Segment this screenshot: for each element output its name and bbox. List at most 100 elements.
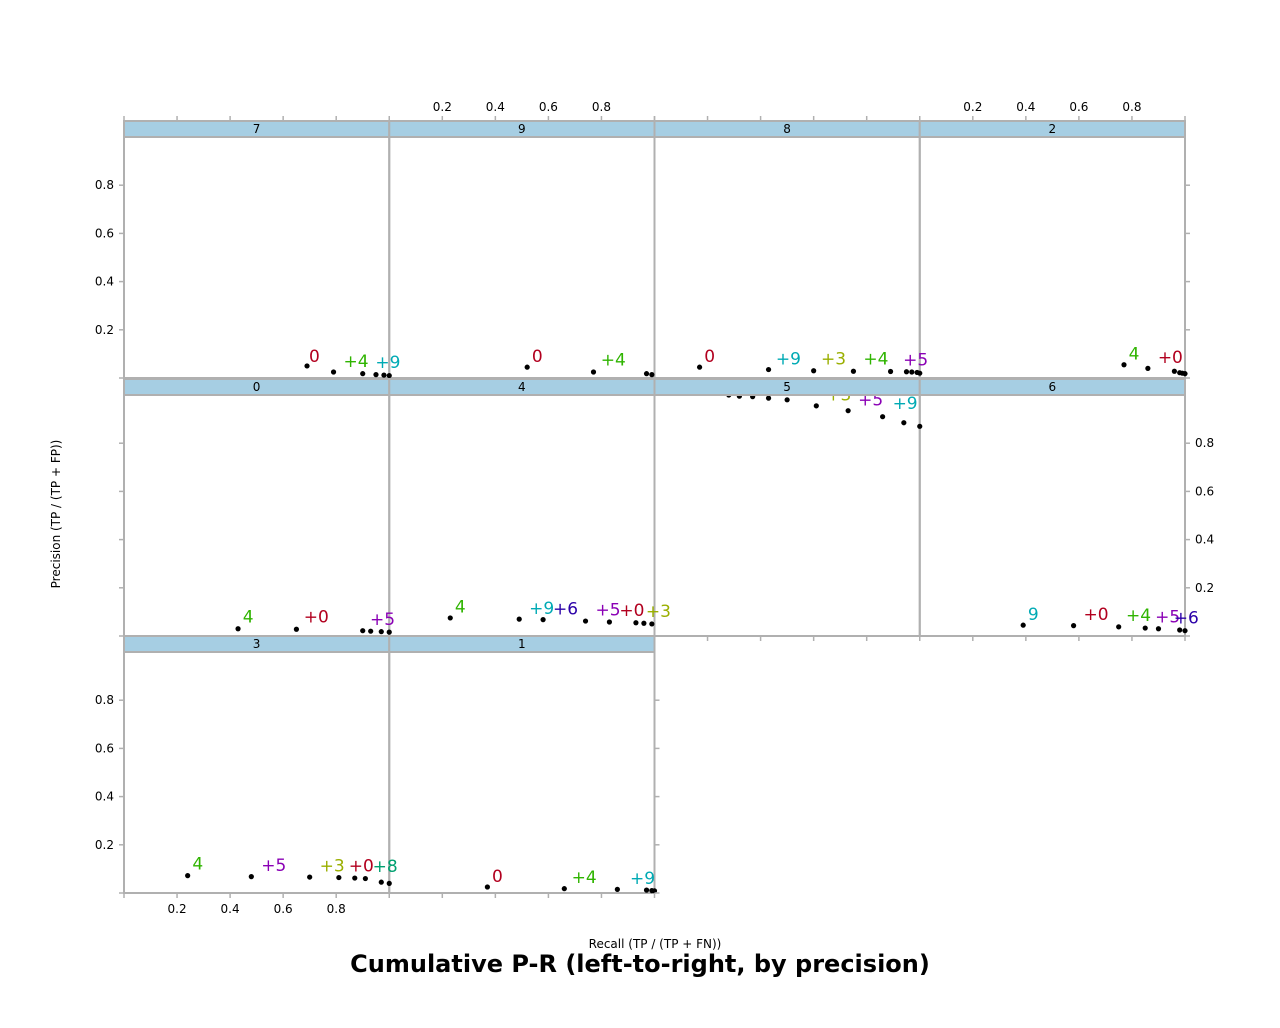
data-point — [696, 364, 703, 370]
x-tick-label: 0.6 — [539, 100, 558, 114]
point-label: +0 — [304, 607, 329, 627]
panel-strip-1 — [388, 635, 656, 653]
x-tick-label: 0.2 — [168, 902, 187, 916]
data-point — [248, 874, 254, 880]
data-point — [1142, 625, 1148, 631]
data-point — [880, 414, 886, 420]
y-tick-label: 0.8 — [95, 693, 114, 707]
data-point — [235, 626, 241, 632]
data-point — [386, 880, 392, 886]
point-label: 0 — [704, 347, 715, 367]
point-label: 0 — [492, 867, 503, 887]
data-point — [1121, 362, 1127, 368]
data-point — [386, 629, 392, 635]
point-label: +9 — [893, 394, 918, 414]
data-point — [903, 369, 910, 375]
y-tick-label: 0.4 — [1195, 533, 1214, 547]
data-point — [185, 873, 191, 879]
data-point — [360, 628, 366, 634]
point-label: +4 — [344, 352, 369, 372]
panel-frame-6 — [918, 394, 1186, 637]
data-point — [373, 372, 379, 378]
y-tick-label: 0.2 — [1195, 581, 1214, 595]
data-point — [641, 620, 647, 626]
point-label: +3 — [821, 349, 846, 369]
point-label: +4 — [863, 349, 888, 369]
point-label: +4 — [601, 351, 626, 371]
panel-frame-9 — [388, 136, 656, 379]
y-tick-label: 0.2 — [95, 323, 114, 337]
chart-title: Cumulative P-R (left-to-right, by precis… — [350, 950, 930, 978]
data-point — [651, 888, 658, 894]
data-point — [901, 420, 907, 426]
data-point — [360, 371, 366, 377]
data-point — [909, 369, 915, 375]
panel-strips: 7 9 8 20 4 5 63 1 — [123, 120, 1186, 653]
data-point — [378, 879, 384, 885]
x-tick-label: 0.6 — [274, 902, 293, 916]
x-tick-label: 0.4 — [486, 100, 505, 114]
data-point — [304, 363, 310, 369]
panel-strip-2 — [918, 120, 1186, 138]
point-label: +8 — [373, 857, 398, 877]
point-label: +5 — [595, 601, 620, 621]
data-point — [813, 403, 819, 409]
data-point — [643, 371, 650, 377]
panel-strip-label: 0 — [253, 380, 261, 394]
point-label: 0 — [309, 347, 320, 367]
data-point — [845, 408, 851, 414]
y-tick-label: 0.6 — [95, 226, 114, 240]
data-point — [811, 368, 817, 374]
point-label: 4 — [455, 598, 466, 618]
panel-strip-label: 2 — [1049, 122, 1057, 136]
data-point — [1155, 626, 1162, 632]
data-point — [917, 370, 923, 376]
data-point — [1070, 623, 1077, 629]
panel-frames — [123, 136, 1186, 894]
data-point — [649, 372, 655, 378]
x-axis-title: Recall (TP / (TP + FN)) — [589, 937, 722, 951]
point-label: +0 — [1158, 348, 1183, 368]
x-tick-label: 0.8 — [327, 902, 346, 916]
point-label: +0 — [619, 601, 644, 621]
point-label: 4 — [243, 607, 254, 627]
panel-frame-5 — [653, 394, 921, 637]
point-label: +6 — [1174, 609, 1199, 629]
point-label: +5 — [1155, 607, 1180, 627]
data-point — [378, 629, 384, 635]
data-point — [516, 616, 522, 622]
data-point — [887, 368, 894, 375]
point-label: 4 — [1129, 345, 1140, 365]
y-tick-label: 0.4 — [95, 275, 114, 289]
data-point — [561, 886, 567, 892]
x-tick-label: 0.2 — [963, 100, 982, 114]
point-label: +5 — [261, 856, 286, 876]
data-point — [917, 423, 923, 429]
panel-marks: 0+4+90+40+9+3+4+54+04+0+54+9+6+5+0+3+3+5… — [185, 345, 1199, 894]
data-point — [1145, 365, 1151, 371]
panel-strip-label: 4 — [518, 380, 526, 394]
point-label: +0 — [349, 857, 374, 877]
point-label: +4 — [1126, 606, 1151, 626]
panel-strip-label: 5 — [783, 380, 791, 394]
y-tick-label: 0.4 — [95, 790, 114, 804]
panel-frame-2 — [918, 136, 1186, 379]
panel-strip-6 — [918, 378, 1186, 396]
data-point — [784, 397, 790, 403]
x-tick-label: 0.4 — [1016, 100, 1035, 114]
data-point — [606, 619, 613, 625]
panel-strip-label: 6 — [1049, 380, 1057, 394]
data-point — [368, 628, 374, 634]
panel-frame-0 — [123, 394, 391, 637]
data-point — [765, 366, 772, 373]
point-label: 0 — [532, 347, 543, 367]
x-tick-label: 0.2 — [433, 100, 452, 114]
point-label: +9 — [630, 869, 655, 889]
data-point — [336, 874, 342, 881]
x-tick-label: 0.8 — [592, 100, 611, 114]
data-point — [765, 395, 772, 401]
panel-strip-label: 8 — [783, 122, 791, 136]
point-label: +5 — [370, 610, 395, 630]
x-tick-label: 0.6 — [1069, 100, 1088, 114]
